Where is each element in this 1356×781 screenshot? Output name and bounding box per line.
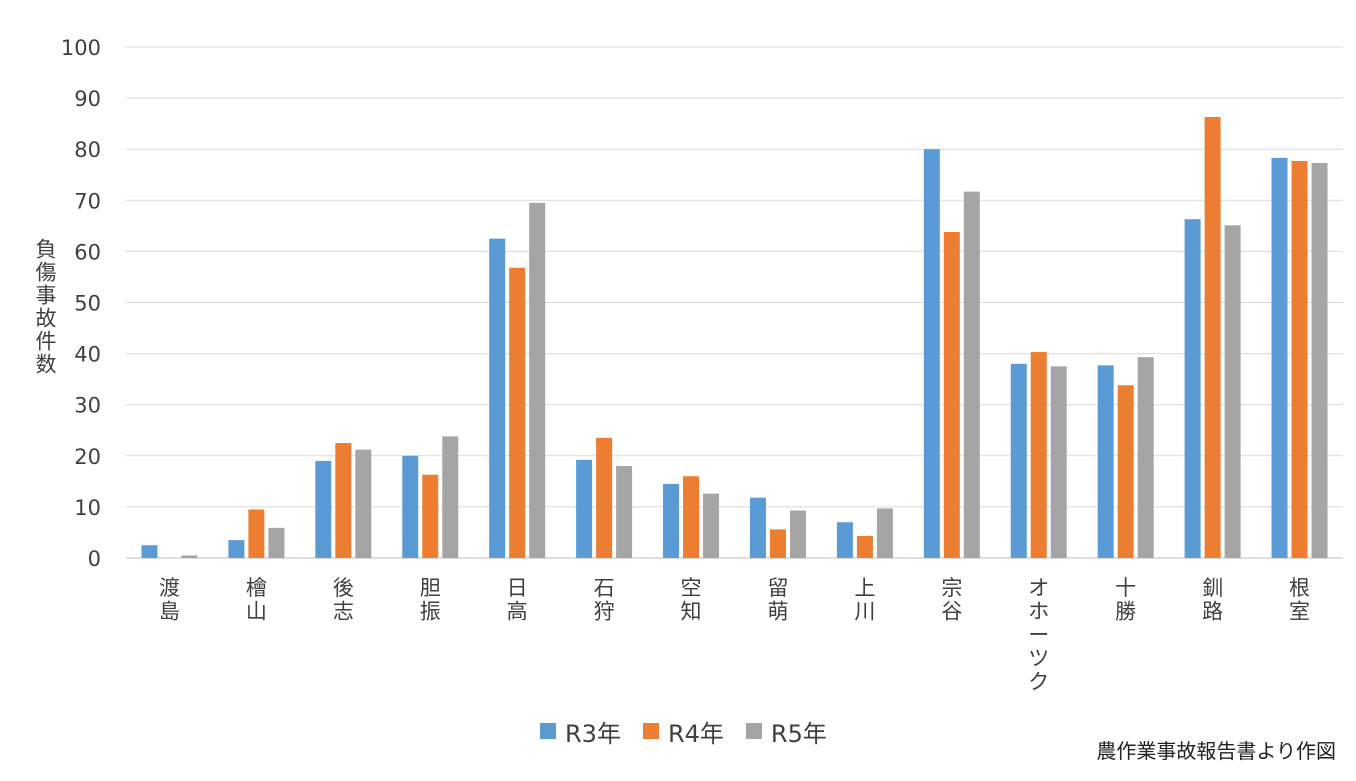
- x-tick-label: 根室: [1289, 576, 1310, 624]
- bar: [228, 540, 245, 558]
- bar: [1050, 366, 1067, 558]
- bar: [248, 509, 265, 558]
- x-tick-label: 渡島: [159, 576, 180, 624]
- bar: [663, 483, 680, 558]
- bar: [1117, 385, 1134, 558]
- bar: [596, 437, 613, 558]
- bar: [1184, 219, 1201, 558]
- y-axis-ticks: 0 10 20 30 40 50 60 70 80 90 100: [61, 36, 101, 571]
- legend-item-r5: R5年: [745, 714, 827, 749]
- bar: [335, 443, 352, 558]
- bar: [1030, 352, 1047, 558]
- x-tick-label: 留萌: [767, 576, 788, 624]
- bar: [769, 529, 786, 558]
- y-axis-label: 負傷事故件数: [33, 238, 57, 376]
- legend-swatch-r5: [745, 723, 762, 739]
- bar: [963, 191, 980, 558]
- x-tick-label: 後志: [333, 576, 354, 624]
- legend-swatch-r4: [642, 723, 659, 739]
- bar: [1291, 160, 1308, 558]
- y-tick-label: 70: [74, 189, 101, 213]
- source-note: 農作業事故報告書より作図: [1096, 739, 1336, 763]
- bar: [141, 545, 158, 558]
- legend-item-r4: R4年: [642, 714, 724, 749]
- y-tick-label: 0: [88, 547, 101, 571]
- y-tick-label: 40: [74, 343, 101, 367]
- bar: [876, 508, 893, 558]
- bar: [1097, 365, 1114, 558]
- bar: [355, 449, 372, 558]
- bar: [749, 497, 766, 558]
- legend-item-r3: R3年: [540, 714, 621, 749]
- x-tick-label: 十勝: [1115, 576, 1136, 624]
- x-tick-label: 宗谷: [941, 576, 962, 624]
- bar: [268, 527, 285, 558]
- bar: [402, 455, 419, 558]
- y-tick-label: 60: [74, 240, 101, 264]
- gridlines: [126, 46, 1343, 559]
- x-tick-label: 上川: [854, 576, 875, 624]
- x-tick-label: 檜山: [246, 576, 267, 624]
- bar: [315, 460, 332, 558]
- bar: [703, 493, 720, 558]
- y-tick-label: 10: [74, 496, 101, 520]
- bar: [943, 231, 960, 558]
- bar: [1224, 225, 1241, 559]
- y-tick-label: 100: [61, 36, 101, 60]
- legend: R3年 R4年 R5年: [540, 713, 827, 749]
- bar: [1311, 162, 1328, 558]
- bar: [509, 267, 526, 558]
- y-tick-label: 20: [74, 445, 101, 469]
- bar: [181, 555, 198, 558]
- legend-swatch-r3: [540, 723, 556, 739]
- bar: [1137, 357, 1154, 558]
- bar: [422, 474, 439, 558]
- x-tick-label: オホーツク: [1028, 576, 1049, 694]
- bar: [1271, 157, 1288, 558]
- y-tick-label: 90: [74, 87, 101, 111]
- bar: [529, 202, 546, 559]
- bar: [489, 238, 506, 558]
- legend-label-r4: R4年: [667, 719, 724, 748]
- x-axis-ticks: 渡島 檜山 後志 胆振 日高 石狩 空知 留萌 上川 宗谷 オホーツク 十勝 釧路 根室: [159, 576, 1310, 694]
- x-tick-label: 石狩: [594, 576, 615, 624]
- bar: [616, 466, 633, 558]
- bar: [442, 436, 459, 558]
- bar: [683, 476, 700, 558]
- bar: [576, 459, 593, 558]
- bars: [141, 117, 1328, 559]
- bar: [789, 510, 806, 558]
- y-tick-label: 50: [74, 292, 101, 316]
- y-tick-label: 80: [74, 138, 101, 162]
- x-tick-label: 空知: [681, 576, 702, 624]
- bar: [836, 522, 853, 558]
- x-tick-label: 釧路: [1202, 576, 1223, 624]
- bar: [923, 149, 940, 558]
- x-tick-label: 胆振: [420, 576, 441, 624]
- x-tick-label: 日高: [507, 576, 528, 624]
- y-tick-label: 30: [74, 394, 101, 418]
- bar: [1204, 117, 1221, 558]
- legend-label-r5: R5年: [770, 719, 827, 748]
- bar: [1010, 363, 1027, 558]
- bar: [856, 536, 873, 558]
- legend-label-r3: R3年: [565, 719, 621, 748]
